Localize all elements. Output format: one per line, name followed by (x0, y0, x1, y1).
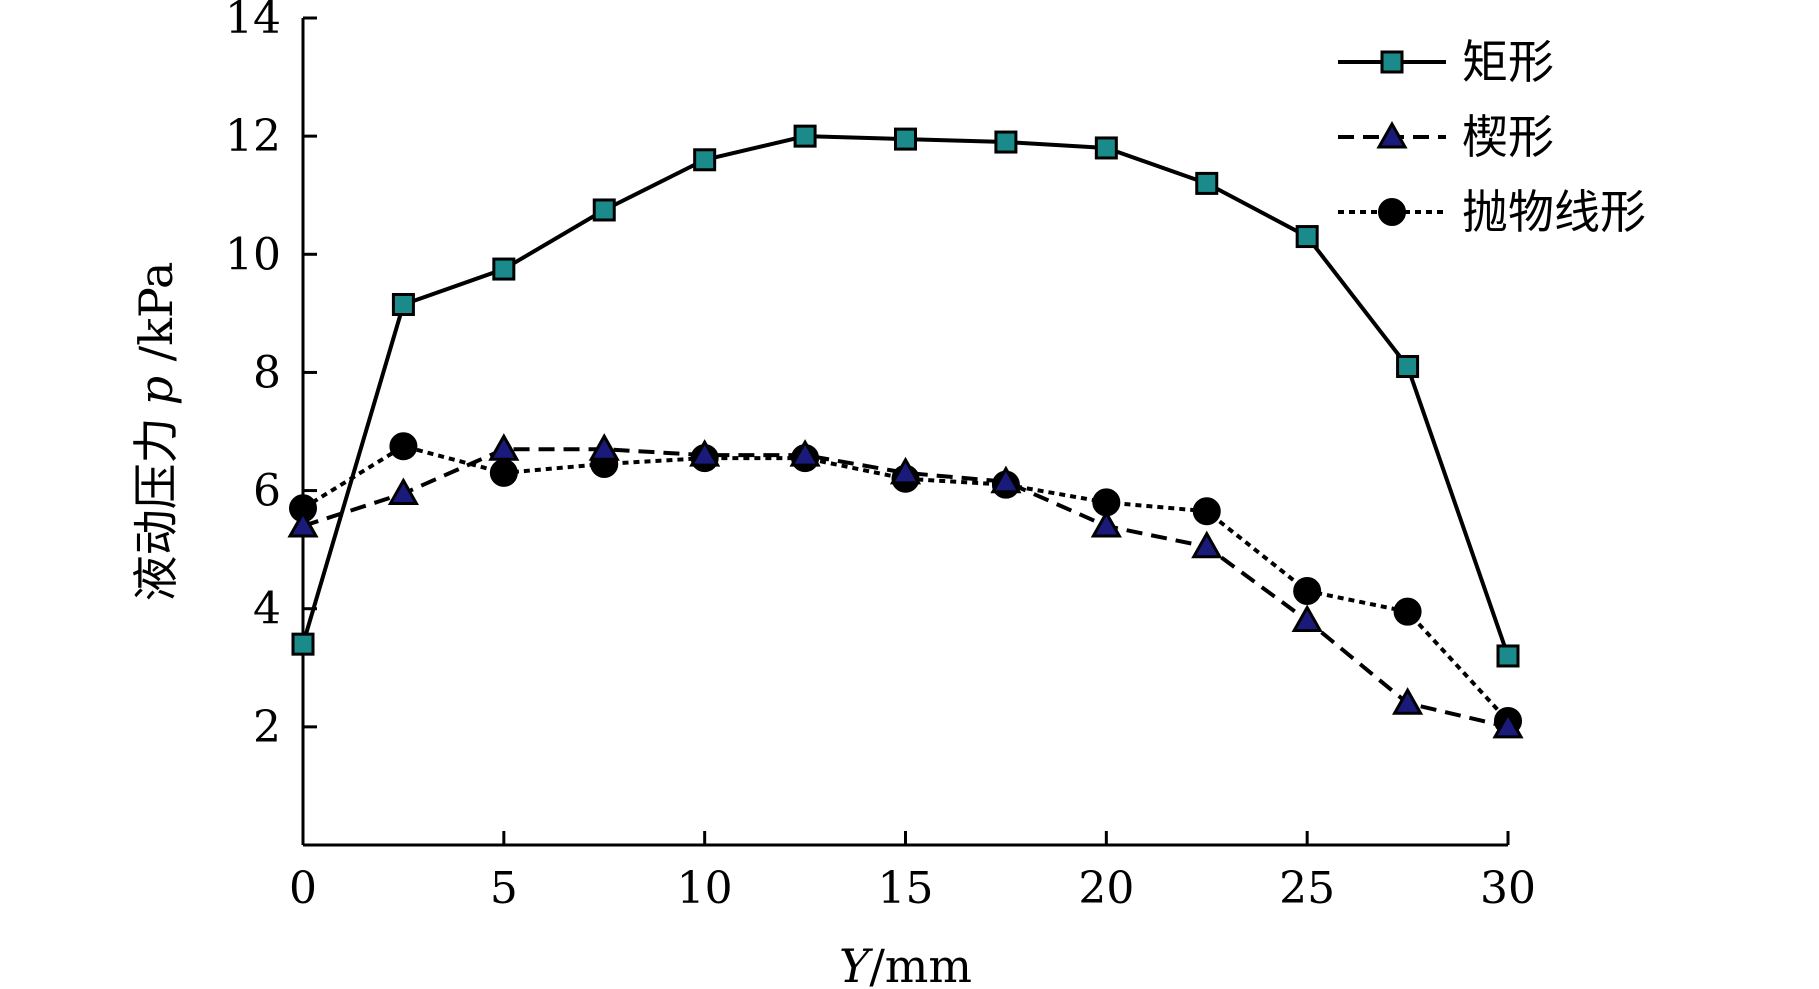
square-marker (1195, 171, 1219, 195)
circle-marker (489, 458, 518, 487)
legend-item: 矩形 (1338, 35, 1554, 89)
triangle-marker (1492, 710, 1524, 739)
y-axis-title: 液动压力 p /kPa (129, 262, 183, 602)
y-axis-variable: p (129, 376, 183, 405)
triangle-marker (1392, 687, 1424, 715)
legend-label: 楔形 (1462, 110, 1554, 164)
x-ticks: 0 5 10 15 20 25 30 (289, 831, 1536, 914)
square-marker (492, 257, 516, 281)
triangle-marker (1090, 509, 1122, 538)
triangle-marker (889, 456, 922, 485)
series-1 (291, 124, 1520, 668)
y-axis-unit: /kPa (129, 262, 183, 376)
triangle-marker (488, 433, 520, 461)
circle-marker (1293, 576, 1322, 605)
square-marker (291, 632, 315, 656)
triangle-marker (990, 465, 1022, 494)
square-marker (1496, 644, 1520, 668)
square-marker (391, 292, 415, 316)
square-marker (1094, 136, 1118, 160)
x-axis-unit: /mm (869, 939, 972, 989)
circle-marker (1192, 497, 1221, 526)
x-tick-label: 25 (1279, 863, 1335, 914)
y-tick-label: 8 (253, 347, 281, 398)
x-tick-label: 20 (1078, 863, 1134, 914)
x-tick-label: 15 (878, 863, 934, 914)
square-marker (894, 127, 917, 151)
x-tick-label: 10 (677, 863, 733, 914)
legend-label: 抛物线形 (1462, 185, 1646, 239)
x-axis-variable: Y (839, 939, 874, 989)
x-axis-title: Y/mm (839, 939, 972, 989)
series-layer (287, 124, 1524, 739)
square-marker (994, 130, 1018, 154)
triangle-marker (1291, 604, 1323, 633)
triangle-marker (1376, 120, 1408, 149)
y-tick-label: 12 (225, 111, 281, 162)
circle-marker (1378, 198, 1406, 226)
legend-item: 楔形 (1338, 110, 1554, 164)
y-tick-label: 2 (253, 702, 281, 753)
triangle-marker (287, 509, 319, 538)
series-line (301, 134, 1510, 657)
triangle-marker (689, 439, 721, 467)
circle-marker (389, 432, 418, 461)
square-marker (592, 198, 616, 222)
x-tick-label: 0 (289, 863, 317, 914)
series-2 (287, 433, 1524, 739)
triangle-marker (789, 439, 821, 467)
legend-label: 矩形 (1462, 35, 1554, 89)
y-axis-prefix: 液动压力 (129, 417, 183, 601)
y-tick-label: 4 (253, 584, 281, 635)
circle-marker (1393, 597, 1422, 626)
x-tick-label: 30 (1480, 863, 1536, 914)
triangle-marker (588, 433, 620, 461)
y-tick-label: 14 (225, 0, 281, 44)
y-tick-label: 6 (253, 466, 281, 517)
triangle-marker (1191, 530, 1223, 559)
y-ticks: 2 4 6 8 10 12 14 (225, 0, 317, 753)
y-tick-label: 10 (225, 229, 281, 280)
square-marker (693, 148, 717, 172)
square-marker (1396, 355, 1420, 379)
square-marker (793, 124, 817, 148)
x-tick-label: 5 (490, 863, 518, 914)
square-marker (1380, 50, 1404, 74)
triangle-marker (387, 477, 419, 506)
square-marker (1295, 225, 1319, 249)
legend-item: 抛物线形 (1338, 185, 1646, 239)
